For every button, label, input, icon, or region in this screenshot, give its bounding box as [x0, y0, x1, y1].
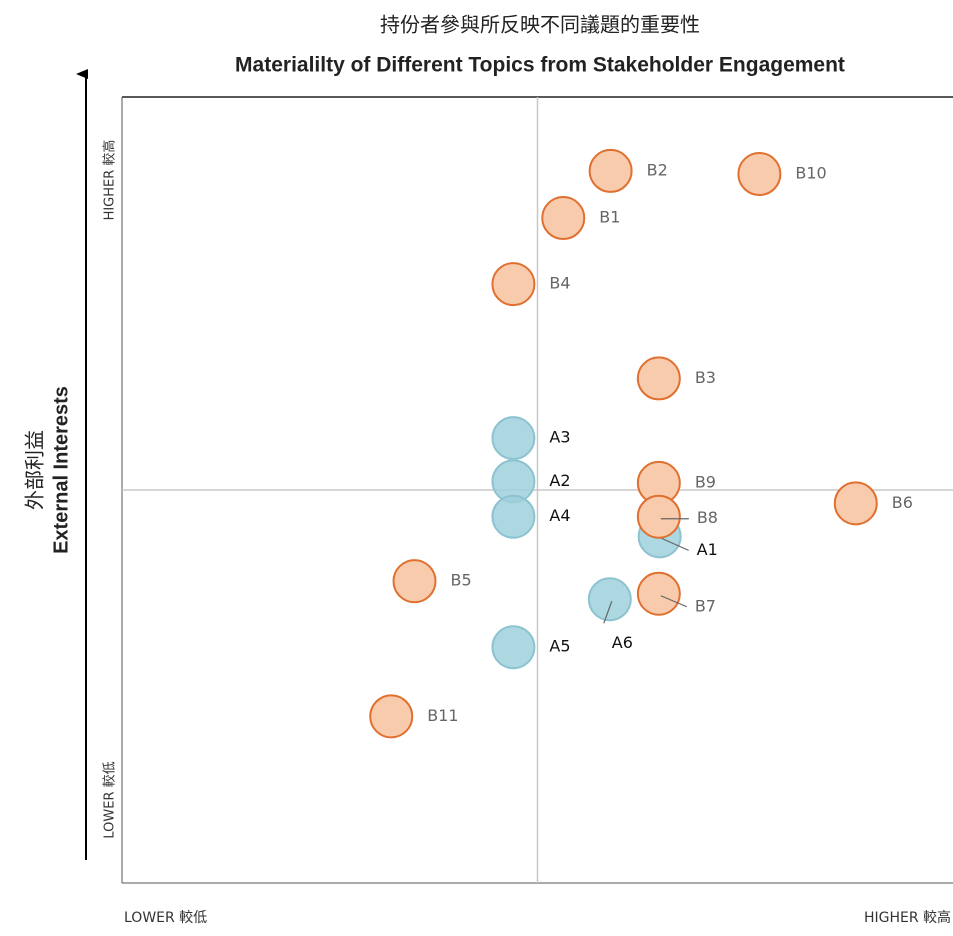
y-axis-label-cn: 外部利益	[23, 430, 47, 510]
data-point	[638, 573, 680, 615]
page: {"chart_data": { "type": "scatter", "tit…	[0, 0, 953, 932]
data-point	[492, 263, 534, 305]
data-point	[492, 417, 534, 459]
data-point	[638, 496, 680, 538]
data-point	[370, 695, 412, 737]
chart: 持份者參與所反映不同議題的重要性 Materialilty of Differe…	[0, 0, 953, 932]
point-label: B3	[695, 368, 716, 387]
point-label: A3	[549, 428, 570, 447]
point-label: B11	[427, 706, 458, 725]
x-high-label: HIGHER 較高	[864, 909, 951, 926]
point-label: B1	[599, 208, 620, 227]
point-label: B8	[697, 508, 718, 527]
chart-title: 持份者參與所反映不同議題的重要性	[380, 13, 700, 37]
data-point	[492, 626, 534, 668]
data-point	[590, 150, 632, 192]
data-point	[542, 197, 584, 239]
data-point	[394, 560, 436, 602]
point-label: A1	[697, 540, 718, 559]
x-low-label: LOWER 較低	[124, 910, 207, 926]
data-point	[638, 357, 680, 399]
y-low-label: LOWER 較低	[103, 761, 118, 838]
point-label: A6	[612, 633, 633, 652]
point-label: B5	[451, 571, 472, 590]
data-point	[589, 578, 631, 620]
point-label: B6	[892, 493, 913, 512]
y-high-label: HIGHER 較高	[102, 140, 118, 221]
y-axis-label: External Interests	[50, 386, 72, 554]
point-label: A5	[549, 637, 570, 656]
point-label: A2	[549, 471, 570, 490]
point-label: B9	[695, 472, 716, 491]
data-point	[835, 482, 877, 524]
point-label: B7	[695, 596, 716, 615]
chart-subtitle: Materialilty of Different Topics from St…	[235, 54, 845, 77]
data-point	[738, 153, 780, 195]
point-label: A4	[549, 506, 570, 525]
point-label: B4	[549, 274, 570, 293]
point-label: B10	[795, 164, 826, 183]
point-label: B2	[647, 160, 668, 179]
data-point	[492, 496, 534, 538]
